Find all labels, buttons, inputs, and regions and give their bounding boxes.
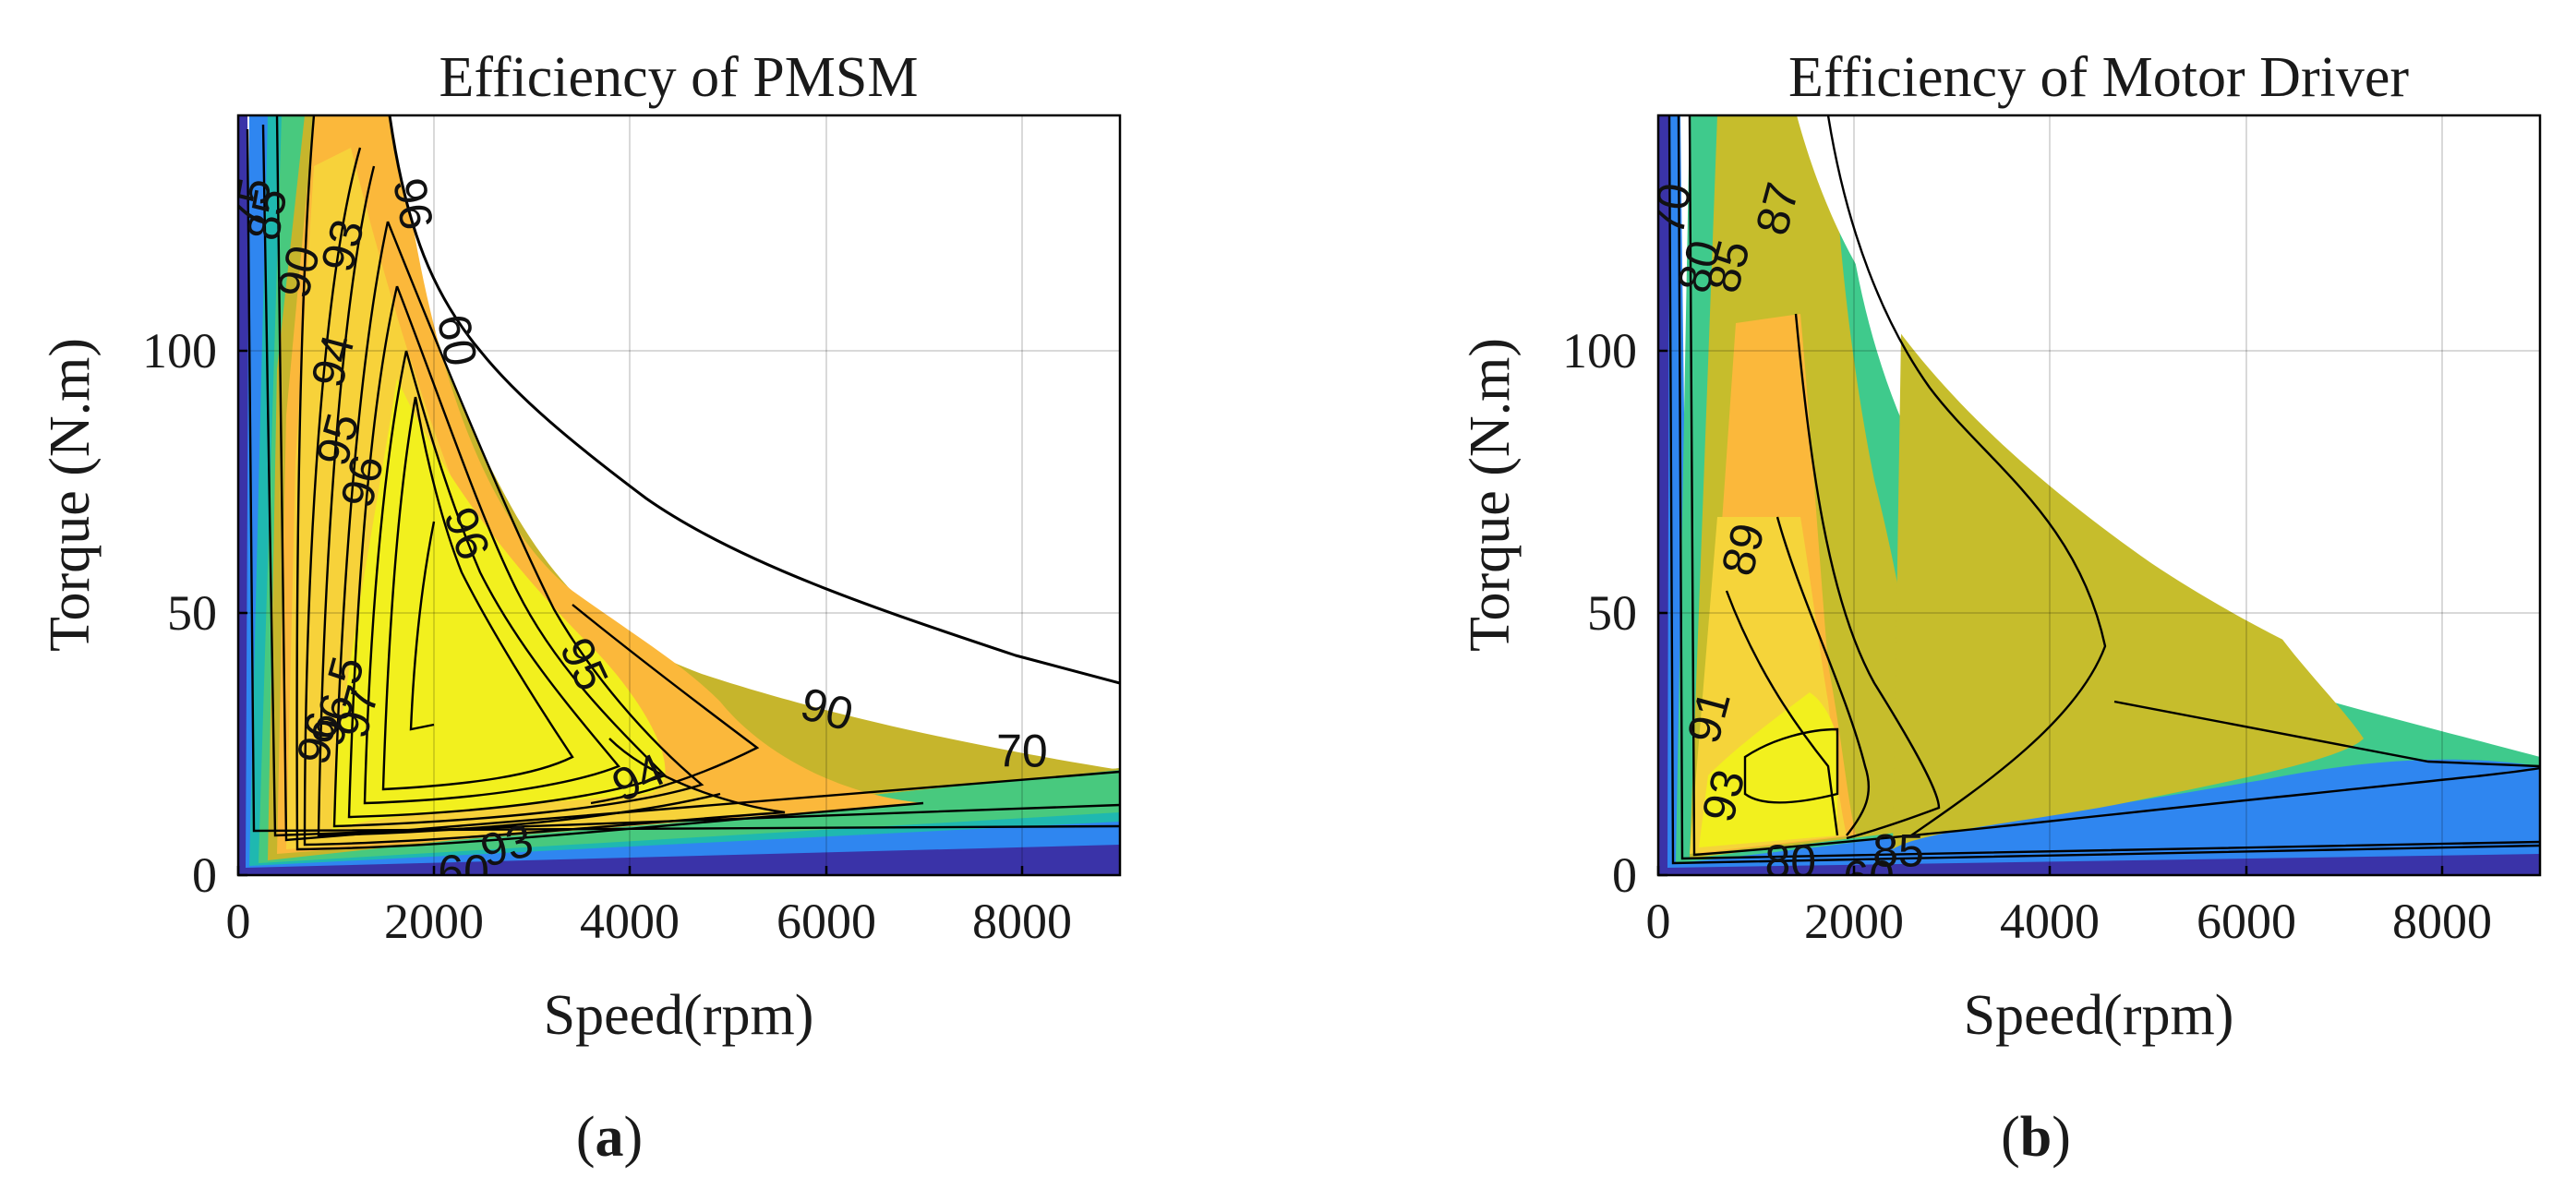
contour-a-4 [295, 115, 924, 851]
chart-a-y-tick-labels: 0 50 100 [142, 323, 217, 903]
contour-b-8 [1743, 727, 1839, 804]
chart-b-grid [1658, 115, 2540, 875]
ytick-b-100: 100 [1562, 323, 1637, 378]
chart-b-xlabel: Speed(rpm) [1964, 984, 2234, 1047]
chart-a-title: Efficiency of PMSM [439, 46, 919, 109]
xtick-b-4000: 4000 [2000, 894, 2100, 949]
contour-a-11 [409, 521, 436, 731]
contour-b-9 [2113, 700, 2540, 768]
ytick-a-0: 0 [192, 847, 217, 903]
chart-b-region-blue [1667, 115, 2540, 868]
caption-b: (b) [2001, 1106, 2071, 1169]
contour-a-12 [572, 604, 760, 805]
ytick-a-50: 50 [167, 585, 217, 641]
chart-a-grid [238, 115, 1120, 875]
ytick-a-100: 100 [142, 323, 217, 378]
xtick-a-4000: 4000 [580, 894, 680, 949]
contour-label-a-18: 60 [438, 846, 489, 897]
contour-label-b-8: 85 [1872, 825, 1924, 877]
chart-b-ylabel: Torque (N.m) [1459, 338, 1522, 652]
xtick-a-8000: 8000 [972, 894, 1072, 949]
contour-a-5 [303, 147, 786, 847]
chart-a-contour-lines [246, 115, 1120, 851]
chart-b-x-tick-labels: 0 2000 4000 6000 8000 [1646, 894, 2493, 949]
contour-b-1 [1667, 115, 2540, 865]
ytick-b-50: 50 [1587, 585, 1637, 641]
chart-b-frame [1656, 114, 2542, 877]
chart-a-x-tick-labels: 0 2000 4000 6000 8000 [226, 894, 1073, 949]
chart-b-title: Efficiency of Motor Driver [1788, 46, 2409, 109]
contour-a-8 [347, 285, 668, 819]
contour-a-2 [261, 124, 1120, 837]
xtick-b-8000: 8000 [2392, 894, 2492, 949]
xtick-b-0: 0 [1646, 894, 1671, 949]
chart-a-xlabel: Speed(rpm) [544, 984, 814, 1047]
contour-label-b-0: 70 [1642, 179, 1702, 239]
contour-a-7 [332, 221, 704, 828]
chart-a-region-green [259, 115, 1120, 863]
chart-b-contour-lines [1667, 115, 2540, 865]
contour-a-1 [246, 128, 1120, 833]
xtick-a-2000: 2000 [384, 894, 484, 949]
panel-a: Efficiency of PMSM [39, 46, 1122, 1169]
chart-a-torque-limit-mask [390, 115, 1120, 683]
chart-a-torque-limit-line [388, 115, 1120, 685]
chart-b-y-tick-labels: 0 50 100 [1562, 323, 1637, 903]
contour-label-a-17: 70 [996, 726, 1048, 777]
contour-b-7 [1725, 590, 1839, 836]
contour-a-3 [275, 115, 1120, 842]
contour-label-a-4: 96 [383, 174, 443, 234]
contour-a-9 [363, 350, 620, 805]
caption-a: (a) [576, 1106, 643, 1169]
xtick-a-6000: 6000 [776, 894, 876, 949]
xtick-b-2000: 2000 [1804, 894, 1904, 949]
chart-b-torque-limit-mask [1797, 115, 2540, 739]
ytick-b-0: 0 [1612, 847, 1637, 903]
contour-label-b-7: 80 [1764, 835, 1816, 887]
chart-a-tick-marks [236, 349, 1024, 877]
panel-b: Efficiency of Motor Driver [1459, 46, 2542, 1169]
contour-b-5 [1794, 313, 1941, 840]
contour-label-b-9: 60 [1843, 851, 1895, 903]
contour-b-4 [1826, 115, 2107, 836]
contour-a-6 [317, 165, 721, 837]
contour-a-10 [381, 396, 574, 791]
contour-b-6 [1776, 516, 1871, 836]
chart-a-frame [236, 114, 1122, 877]
xtick-a-0: 0 [226, 894, 251, 949]
contour-b-2 [1677, 115, 2540, 860]
contour-label-a-5: 60 [427, 310, 488, 370]
contour-b-3 [1688, 115, 2540, 857]
chart-a-ylabel: Torque (N.m) [39, 338, 102, 652]
contour-label-a-0: 75 [222, 174, 282, 234]
xtick-b-6000: 6000 [2197, 894, 2296, 949]
chart-b-tick-marks [1656, 349, 2444, 877]
contour-label-a-1: 85 [237, 185, 297, 245]
